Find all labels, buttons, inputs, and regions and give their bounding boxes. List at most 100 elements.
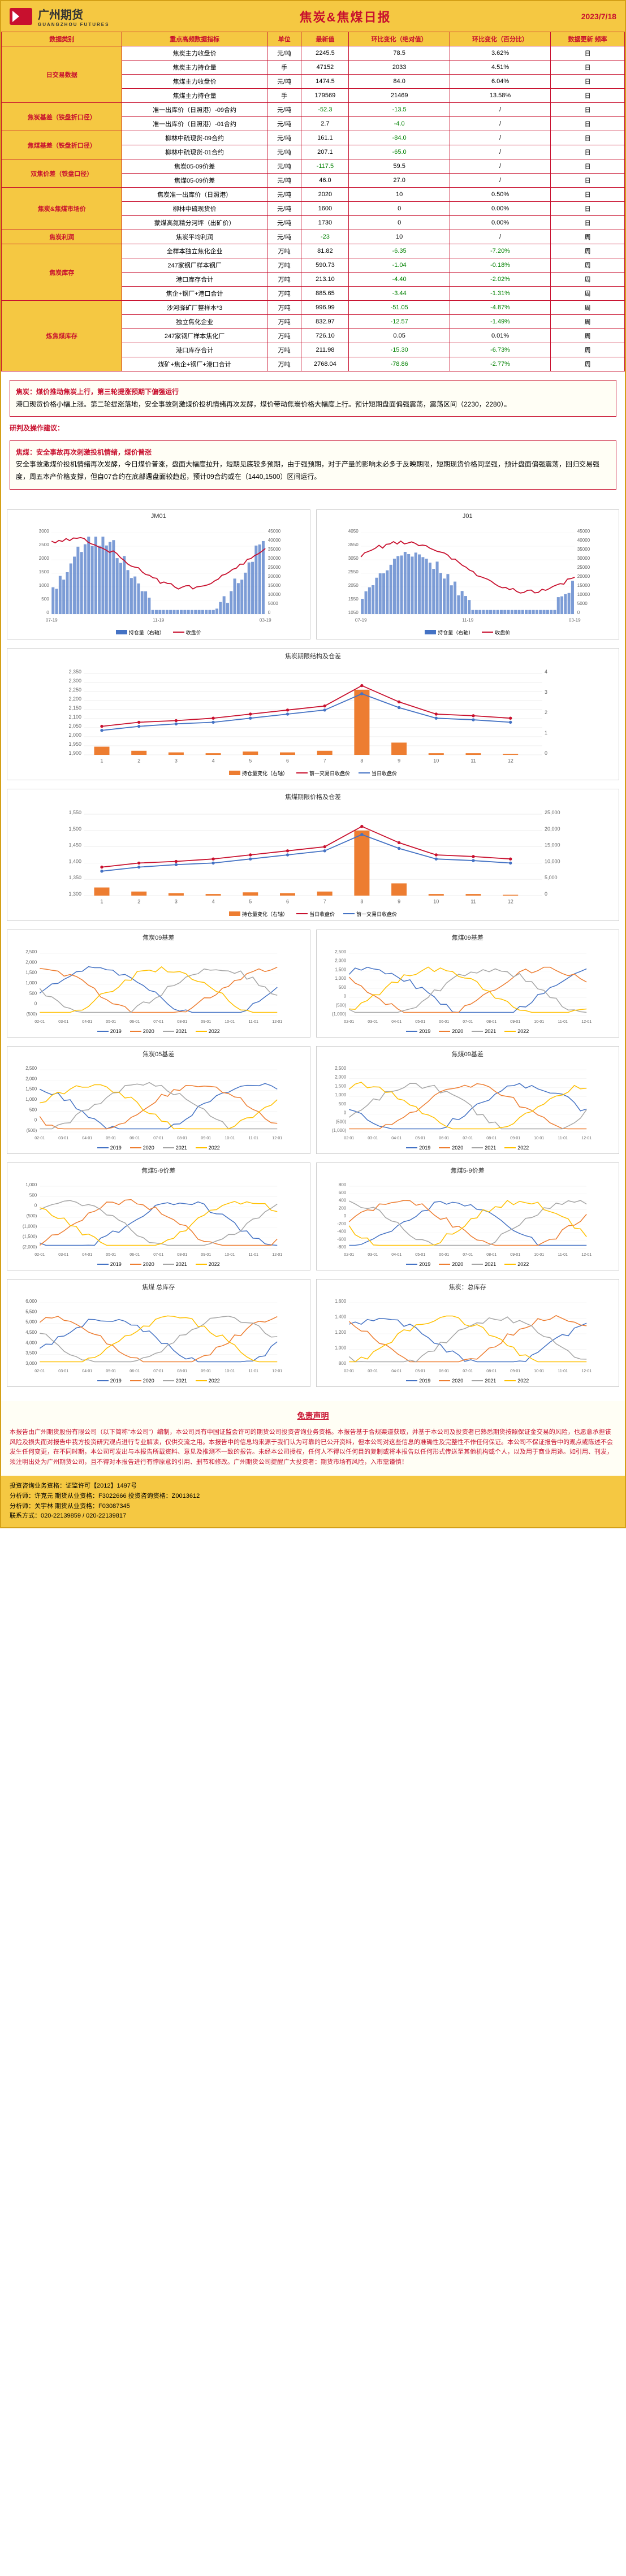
svg-text:1,450: 1,450 <box>68 842 81 848</box>
svg-text:08-01: 08-01 <box>486 1369 497 1373</box>
data-cell: 焦炭准一出库价（日照港） <box>122 188 267 202</box>
table-row: 焦炭&焦煤市场价焦炭准一出库价（日照港）元/吨2020100.50%日 <box>2 188 625 202</box>
table-header: 重点高频数据指标 <box>122 32 267 46</box>
svg-text:-800: -800 <box>337 1244 347 1250</box>
svg-text:200: 200 <box>338 1205 346 1211</box>
svg-text:800: 800 <box>338 1361 346 1366</box>
disclaimer-text: 本报告由广州期货股份有限公司（以下简称"本公司"）编制，本公司具有中国证监会许可… <box>10 1428 616 1467</box>
svg-text:07-01: 07-01 <box>153 1136 163 1140</box>
svg-text:07-01: 07-01 <box>153 1020 163 1024</box>
svg-text:(1,500): (1,500) <box>23 1234 37 1239</box>
svg-text:10: 10 <box>433 898 439 904</box>
svg-text:8: 8 <box>360 758 363 763</box>
data-cell: 元/吨 <box>267 131 301 145</box>
svg-text:05-01: 05-01 <box>106 1020 116 1024</box>
svg-text:1: 1 <box>100 758 103 763</box>
table-header: 数据类别 <box>2 32 122 46</box>
data-cell: 日 <box>551 89 625 103</box>
svg-text:3,000: 3,000 <box>25 1361 37 1366</box>
svg-text:-600: -600 <box>337 1237 347 1242</box>
coke-analysis-text: 港口现货价格小幅上涨。第二轮提涨落地，安全事故刺激煤价投机情绪再次发酵，煤价带动… <box>16 399 610 411</box>
svg-text:11-01: 11-01 <box>558 1136 567 1140</box>
footer-analyst1: 分析师：许克元 期货从业资格：F3022666 投资咨询资格：Z0013612 <box>10 1492 616 1502</box>
data-cell: 万吨 <box>267 329 301 343</box>
data-cell: -2.02% <box>450 273 550 287</box>
data-cell: -4.0 <box>349 117 450 131</box>
data-cell: 万吨 <box>267 343 301 357</box>
data-cell: 手 <box>267 60 301 75</box>
data-cell: 煤矿+焦企+钢厂+港口合计 <box>122 357 267 371</box>
data-cell: 日 <box>551 75 625 89</box>
svg-text:2: 2 <box>545 710 547 715</box>
table-header: 数据更新 频率 <box>551 32 625 46</box>
svg-text:8: 8 <box>360 898 363 904</box>
svg-text:11-01: 11-01 <box>558 1020 567 1024</box>
data-cell: 万吨 <box>267 301 301 315</box>
logo-area: 广州期货 GUANGZHOU FUTURES <box>10 6 109 27</box>
svg-text:30000: 30000 <box>268 556 281 561</box>
svg-text:04-01: 04-01 <box>82 1136 92 1140</box>
svg-text:10-01: 10-01 <box>534 1020 544 1024</box>
data-cell: 元/吨 <box>267 103 301 117</box>
svg-text:10-01: 10-01 <box>534 1369 544 1373</box>
svg-text:4,000: 4,000 <box>25 1340 37 1345</box>
data-cell: -1.49% <box>450 315 550 329</box>
svg-text:9: 9 <box>398 898 400 904</box>
data-cell: -52.3 <box>301 103 349 117</box>
svg-text:30000: 30000 <box>577 556 590 561</box>
svg-text:2550: 2550 <box>348 569 358 574</box>
chart-j01: J01 405035503050255020501550105045000400… <box>316 509 620 639</box>
svg-text:2,000: 2,000 <box>335 1074 347 1079</box>
svg-text:2,150: 2,150 <box>68 705 81 711</box>
data-cell: 47152 <box>301 60 349 75</box>
data-cell: -6.73% <box>450 343 550 357</box>
data-cell: 2768.04 <box>301 357 349 371</box>
svg-text:2,500: 2,500 <box>335 1066 347 1071</box>
svg-text:1500: 1500 <box>39 569 49 574</box>
svg-text:0: 0 <box>577 610 580 615</box>
data-cell: 247家钢厂样本焦化厂 <box>122 329 267 343</box>
report-header: 广州期货 GUANGZHOU FUTURES 焦炭&焦煤日报 2023/7/18 <box>1 1 625 32</box>
svg-text:1: 1 <box>100 898 103 904</box>
data-cell: 46.0 <box>301 174 349 188</box>
table-row: 焦炭库存全样本独立焦化企业万吨81.82-6.35-7.20%周 <box>2 244 625 258</box>
data-cell: 周 <box>551 287 625 301</box>
svg-text:45000: 45000 <box>577 529 590 534</box>
chart-coal-term: 焦煤期限价格及仓差 1,5501,5001,4501,4001,3501,300… <box>7 789 619 921</box>
svg-text:1,500: 1,500 <box>68 825 81 831</box>
data-cell: -3.44 <box>349 287 450 301</box>
svg-text:08-01: 08-01 <box>177 1020 187 1024</box>
svg-text:03-01: 03-01 <box>368 1369 378 1373</box>
svg-text:600: 600 <box>338 1190 346 1195</box>
svg-text:1,000: 1,000 <box>25 1097 37 1102</box>
svg-text:04-01: 04-01 <box>391 1020 401 1024</box>
data-cell: 元/吨 <box>267 216 301 230</box>
data-cell: 万吨 <box>267 357 301 371</box>
svg-text:10-01: 10-01 <box>534 1253 544 1257</box>
data-cell: -65.0 <box>349 145 450 159</box>
data-cell: / <box>450 230 550 244</box>
svg-text:2,000: 2,000 <box>25 1076 37 1081</box>
svg-text:20000: 20000 <box>268 574 281 579</box>
disclaimer: 免责声明 本报告由广州期货股份有限公司（以下简称"本公司"）编制，本公司具有中国… <box>1 1401 625 1476</box>
svg-text:-400: -400 <box>337 1229 347 1234</box>
data-cell: 日 <box>551 117 625 131</box>
data-cell: -117.5 <box>301 159 349 174</box>
data-cell: 柳林中硫现货价 <box>122 202 267 216</box>
svg-text:7: 7 <box>323 898 326 904</box>
data-cell: 21469 <box>349 89 450 103</box>
data-cell: 1474.5 <box>301 75 349 89</box>
svg-text:6: 6 <box>286 898 289 904</box>
data-cell: 沙河驿矿厂整样本*3 <box>122 301 267 315</box>
basis-chart: 焦炭09基差 2,5002,0001,5001,0005000(500)02-0… <box>7 930 310 1038</box>
svg-text:03-01: 03-01 <box>58 1136 68 1140</box>
svg-text:05-01: 05-01 <box>415 1253 425 1257</box>
svg-text:12: 12 <box>508 898 513 904</box>
data-cell: 元/吨 <box>267 202 301 216</box>
basis-chart: 焦煤5-9价差 8006004002000-200-400-600-80002-… <box>316 1162 620 1270</box>
company-name: 广州期货 GUANGZHOU FUTURES <box>38 6 109 27</box>
svg-text:11: 11 <box>470 758 476 763</box>
category-cell: 炼焦煤库存 <box>2 301 122 371</box>
svg-text:500: 500 <box>338 1101 346 1106</box>
footer-license: 投资咨询业务资格：证监许可【2012】1497号 <box>10 1481 616 1492</box>
